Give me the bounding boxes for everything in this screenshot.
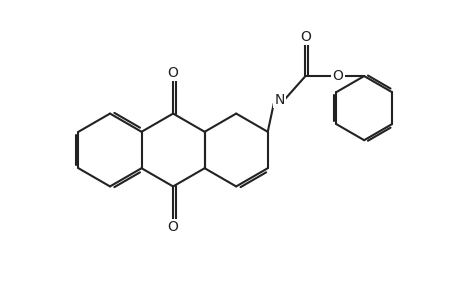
Text: O: O — [167, 66, 178, 80]
Text: O: O — [167, 220, 178, 234]
Text: O: O — [332, 69, 343, 82]
Text: N: N — [274, 93, 284, 106]
Text: O: O — [299, 30, 310, 44]
